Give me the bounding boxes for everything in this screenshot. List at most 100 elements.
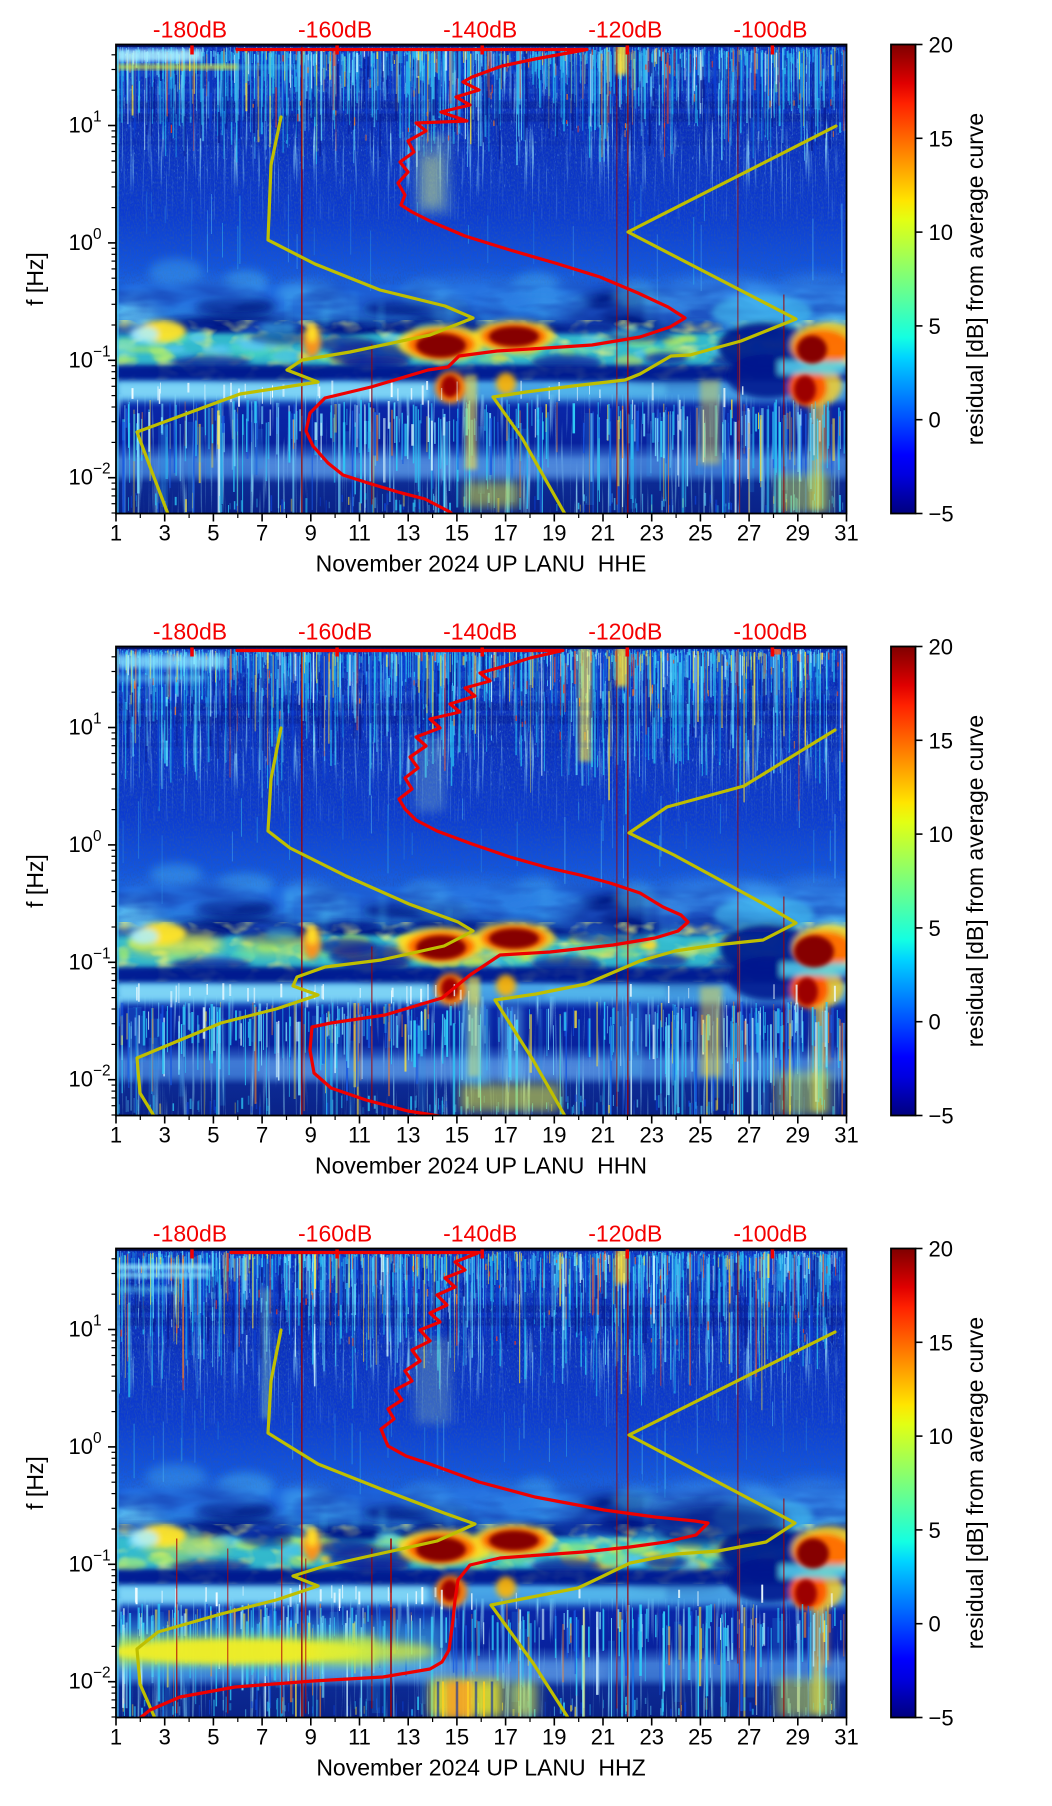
svg-text:13: 13	[396, 521, 420, 546]
svg-text:10: 10	[69, 715, 93, 740]
svg-text:-160dB: -160dB	[298, 1221, 372, 1247]
svg-text:3: 3	[159, 1725, 171, 1750]
svg-text:5: 5	[207, 521, 219, 546]
svg-text:10: 10	[69, 949, 93, 974]
svg-text:−1: −1	[93, 343, 111, 360]
svg-text:25: 25	[688, 1123, 712, 1148]
svg-text:27: 27	[737, 1725, 761, 1750]
svg-text:−2: −2	[93, 1665, 111, 1682]
svg-text:1: 1	[110, 1725, 122, 1750]
svg-text:1: 1	[93, 1313, 102, 1330]
svg-text:29: 29	[786, 1123, 810, 1148]
svg-text:17: 17	[493, 521, 517, 546]
svg-text:21: 21	[591, 521, 615, 546]
svg-text:10: 10	[69, 230, 93, 255]
svg-text:1: 1	[110, 1123, 122, 1148]
svg-text:residual [dB] from average cur: residual [dB] from average curve	[962, 113, 988, 445]
svg-text:15: 15	[445, 1123, 469, 1148]
svg-text:20: 20	[929, 635, 953, 660]
svg-text:10: 10	[69, 1434, 93, 1459]
svg-text:29: 29	[786, 521, 810, 546]
svg-text:5: 5	[207, 1123, 219, 1148]
svg-text:1: 1	[93, 711, 102, 728]
svg-text:31: 31	[834, 1123, 858, 1148]
svg-text:-120dB: -120dB	[588, 17, 662, 43]
svg-text:13: 13	[396, 1725, 420, 1750]
svg-text:15: 15	[929, 728, 953, 753]
svg-text:27: 27	[737, 521, 761, 546]
svg-text:10: 10	[929, 822, 953, 847]
svg-text:−5: −5	[929, 502, 954, 527]
svg-text:-180dB: -180dB	[153, 1221, 227, 1247]
svg-text:23: 23	[639, 521, 663, 546]
svg-text:27: 27	[737, 1123, 761, 1148]
svg-text:11: 11	[348, 1725, 371, 1750]
svg-text:residual [dB] from average cur: residual [dB] from average curve	[962, 715, 988, 1047]
svg-text:0: 0	[93, 226, 102, 243]
svg-text:10: 10	[929, 220, 953, 245]
svg-text:7: 7	[256, 1725, 268, 1750]
svg-text:9: 9	[305, 1123, 317, 1148]
svg-text:10: 10	[69, 1067, 93, 1092]
svg-text:19: 19	[542, 1725, 566, 1750]
svg-text:10: 10	[69, 465, 93, 490]
svg-text:1: 1	[110, 521, 122, 546]
svg-text:10: 10	[69, 347, 93, 372]
svg-text:0: 0	[929, 1010, 941, 1035]
svg-text:-160dB: -160dB	[298, 619, 372, 645]
svg-text:7: 7	[256, 1123, 268, 1148]
svg-text:29: 29	[786, 1725, 810, 1750]
svg-text:−5: −5	[929, 1104, 954, 1129]
svg-text:20: 20	[929, 1237, 953, 1262]
svg-text:-100dB: -100dB	[733, 17, 807, 43]
svg-text:0: 0	[93, 1430, 102, 1447]
svg-text:5: 5	[929, 916, 941, 941]
svg-text:17: 17	[493, 1123, 517, 1148]
svg-text:−2: −2	[93, 461, 111, 478]
svg-text:f [Hz]: f [Hz]	[22, 854, 48, 908]
svg-text:5: 5	[929, 1518, 941, 1543]
svg-text:7: 7	[256, 521, 268, 546]
svg-text:19: 19	[542, 1123, 566, 1148]
svg-text:-100dB: -100dB	[733, 619, 807, 645]
svg-text:-100dB: -100dB	[733, 1221, 807, 1247]
svg-text:11: 11	[348, 521, 371, 546]
svg-text:1: 1	[93, 109, 102, 126]
svg-text:-120dB: -120dB	[588, 1221, 662, 1247]
svg-text:5: 5	[929, 314, 941, 339]
svg-text:25: 25	[688, 521, 712, 546]
svg-text:19: 19	[542, 521, 566, 546]
svg-text:10: 10	[69, 113, 93, 138]
svg-text:9: 9	[305, 1725, 317, 1750]
svg-text:10: 10	[69, 1551, 93, 1576]
svg-text:15: 15	[929, 1330, 953, 1355]
svg-text:-140dB: -140dB	[443, 619, 517, 645]
svg-text:10: 10	[69, 832, 93, 857]
svg-text:-140dB: -140dB	[443, 1221, 517, 1247]
svg-text:20: 20	[929, 33, 953, 58]
svg-text:15: 15	[929, 126, 953, 151]
svg-text:21: 21	[591, 1725, 615, 1750]
svg-text:10: 10	[69, 1669, 93, 1694]
svg-text:15: 15	[445, 521, 469, 546]
svg-text:November 2024 UP LANU HHE: November 2024 UP LANU HHE	[316, 551, 647, 577]
svg-text:−1: −1	[93, 1547, 111, 1564]
svg-text:0: 0	[929, 408, 941, 433]
svg-text:31: 31	[834, 521, 858, 546]
svg-text:0: 0	[93, 828, 102, 845]
svg-text:-180dB: -180dB	[153, 17, 227, 43]
svg-text:residual [dB] from average cur: residual [dB] from average curve	[962, 1317, 988, 1649]
svg-text:11: 11	[348, 1123, 371, 1148]
svg-text:9: 9	[305, 521, 317, 546]
svg-text:3: 3	[159, 1123, 171, 1148]
svg-text:November 2024 UP LANU HHZ: November 2024 UP LANU HHZ	[316, 1755, 645, 1781]
svg-text:-140dB: -140dB	[443, 17, 517, 43]
svg-text:23: 23	[639, 1123, 663, 1148]
svg-text:f [Hz]: f [Hz]	[22, 1456, 48, 1510]
svg-text:31: 31	[834, 1725, 858, 1750]
svg-text:5: 5	[207, 1725, 219, 1750]
svg-text:10: 10	[69, 1317, 93, 1342]
svg-text:-180dB: -180dB	[153, 619, 227, 645]
svg-text:13: 13	[396, 1123, 420, 1148]
svg-text:−5: −5	[929, 1706, 954, 1731]
